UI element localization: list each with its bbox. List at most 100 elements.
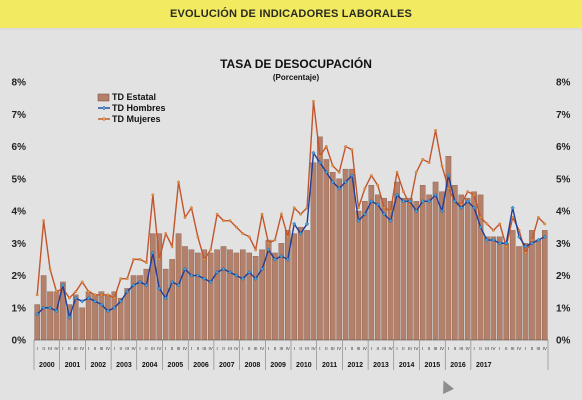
- quarter-tick-label: III: [357, 346, 361, 351]
- quarter-tick-label: I: [268, 346, 269, 351]
- point-td-mujeres: [183, 216, 187, 219]
- point-td-hombres: [260, 266, 265, 272]
- point-td-mujeres: [447, 187, 450, 190]
- quarter-tick-label: IV: [260, 346, 264, 351]
- point-td-mujeres: [132, 257, 135, 261]
- bar-td-estatal: [413, 201, 420, 341]
- point-td-mujeres: [440, 164, 444, 168]
- point-td-hombres: [202, 276, 207, 281]
- year-tick-label: 2006: [193, 362, 209, 369]
- bar-td-estatal: [162, 268, 169, 341]
- point-td-mujeres: [42, 219, 46, 223]
- point-td-mujeres: [254, 248, 258, 252]
- point-td-hombres: [407, 199, 412, 204]
- quarter-tick-label: III: [434, 346, 438, 351]
- point-td-hombres: [41, 305, 46, 310]
- point-td-hombres: [60, 283, 65, 288]
- point-td-hombres: [92, 299, 98, 304]
- point-td-mujeres: [215, 212, 219, 216]
- quarter-tick-label: IV: [286, 346, 290, 351]
- quarter-tick-label: IV: [517, 346, 521, 351]
- point-td-mujeres: [157, 257, 161, 261]
- point-td-hombres: [279, 254, 284, 259]
- point-td-mujeres: [427, 161, 431, 165]
- point-td-mujeres: [414, 170, 418, 174]
- quarter-tick-label: II: [94, 346, 97, 351]
- point-td-mujeres: [228, 219, 232, 223]
- point-td-mujeres: [292, 206, 296, 210]
- quarter-tick-label: III: [228, 346, 232, 351]
- point-td-hombres: [170, 279, 175, 285]
- point-td-mujeres: [279, 212, 283, 216]
- bar-td-estatal: [342, 168, 349, 341]
- point-td-hombres: [304, 221, 310, 226]
- point-td-mujeres: [376, 183, 380, 187]
- quarter-tick-label: IV: [157, 346, 161, 351]
- point-td-mujeres: [190, 206, 193, 210]
- point-td-hombres: [414, 208, 419, 214]
- point-td-hombres: [375, 202, 380, 207]
- quarter-tick-label: III: [408, 346, 412, 351]
- quarter-tick-label: III: [100, 346, 104, 351]
- bar-td-estatal: [246, 252, 253, 341]
- year-tick-label: 2017: [476, 362, 492, 369]
- point-td-mujeres: [273, 238, 277, 242]
- quarter-tick-label: IV: [106, 346, 110, 351]
- quarter-tick-label: III: [485, 346, 489, 351]
- quarter-tick-label: III: [536, 346, 540, 351]
- bar-td-estatal: [535, 239, 542, 341]
- point-td-hombres: [459, 205, 464, 210]
- y-tick-label-left: 3%: [12, 239, 27, 250]
- bar-td-estatal: [47, 291, 53, 341]
- quarter-tick-label: I: [294, 346, 295, 351]
- point-td-mujeres: [170, 245, 174, 248]
- quarter-tick-label: IV: [363, 346, 367, 351]
- point-td-hombres: [86, 295, 91, 301]
- quarter-tick-label: I: [114, 346, 115, 351]
- bar-td-estatal: [240, 249, 246, 341]
- year-tick-label: 2001: [65, 362, 81, 369]
- quarter-tick-label: II: [197, 346, 200, 351]
- point-td-mujeres: [324, 145, 328, 148]
- quarter-tick-label: I: [319, 346, 320, 351]
- bar-td-estatal: [349, 168, 355, 341]
- point-td-mujeres: [344, 145, 348, 148]
- year-tick-label: 2008: [245, 362, 261, 369]
- y-axis-right: 0% 1% 2% 3% 4% 5% 6% 7% 8%: [556, 78, 571, 347]
- quarter-tick-label: II: [42, 346, 45, 351]
- bar-td-estatal: [407, 197, 413, 341]
- bar-td-estatal: [150, 233, 156, 341]
- bar-td-estatal: [297, 226, 304, 341]
- point-td-hombres: [311, 150, 316, 156]
- point-td-hombres: [465, 199, 470, 204]
- y-tick-label-right: 5%: [556, 174, 571, 185]
- point-td-mujeres: [286, 235, 290, 239]
- year-tick-label: 2007: [219, 362, 235, 369]
- point-td-mujeres: [260, 212, 264, 216]
- point-td-mujeres: [93, 293, 97, 297]
- quarter-tick-label: IV: [440, 346, 444, 351]
- bar-td-estatal: [105, 294, 111, 341]
- quarter-tick-label: I: [165, 346, 166, 351]
- point-td-mujeres: [80, 280, 84, 284]
- point-td-hombres: [298, 231, 303, 236]
- point-td-hombres: [382, 212, 387, 217]
- point-td-mujeres: [543, 222, 547, 226]
- chart-subtitle: (Porcentaje): [273, 73, 320, 82]
- point-td-hombres: [253, 276, 258, 281]
- point-td-mujeres: [119, 277, 123, 281]
- point-td-hombres: [272, 257, 278, 262]
- point-td-hombres: [529, 241, 535, 246]
- bar-td-estatal: [188, 249, 195, 341]
- quarter-tick-label: IV: [337, 346, 341, 351]
- point-td-hombres: [47, 305, 53, 310]
- bar-td-estatal: [34, 304, 40, 341]
- point-td-mujeres: [421, 157, 425, 161]
- legend-label-td-mujeres: TD Mujeres: [112, 114, 161, 124]
- bar-td-estatal: [117, 297, 124, 341]
- year-tick-label: 2002: [90, 362, 106, 369]
- quarter-tick-label: II: [248, 346, 251, 351]
- quarter-tick-label: III: [74, 346, 78, 351]
- point-td-mujeres: [74, 290, 78, 294]
- bar-td-estatal: [272, 252, 278, 341]
